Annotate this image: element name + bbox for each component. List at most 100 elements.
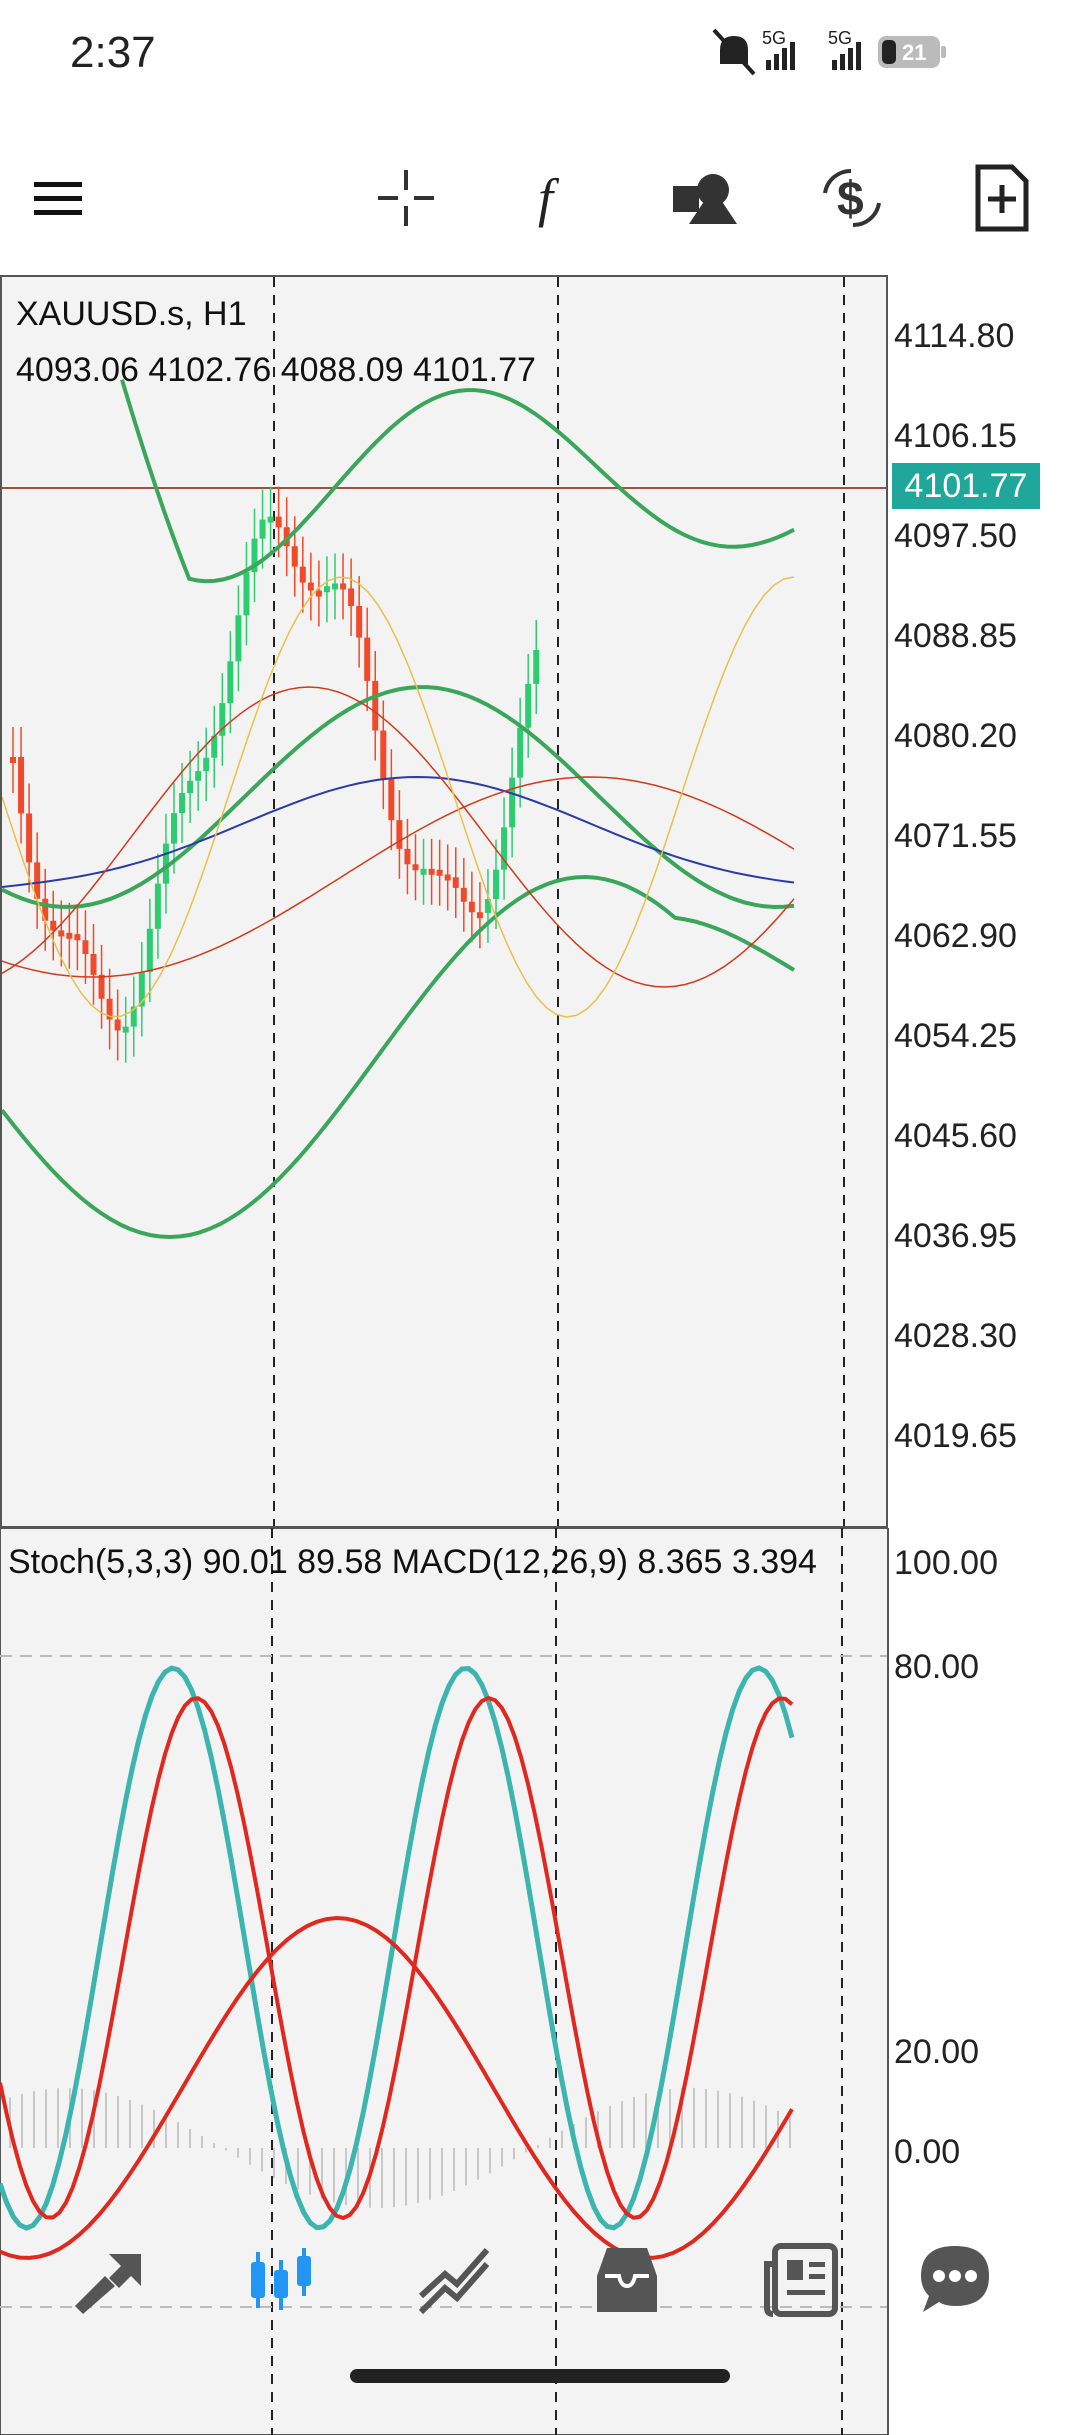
stoch-signal-line bbox=[0, 1695, 794, 2221]
candle-body bbox=[484, 899, 491, 913]
candle-body bbox=[66, 932, 73, 939]
currency-exchange-icon: $ bbox=[823, 168, 881, 228]
candle-body bbox=[340, 583, 347, 590]
objects-button[interactable] bbox=[664, 158, 744, 238]
battery-level: 21 bbox=[902, 40, 926, 65]
candle-body bbox=[219, 703, 226, 736]
candle-body bbox=[34, 862, 41, 899]
candle-body bbox=[195, 771, 202, 781]
candle-body bbox=[372, 680, 379, 731]
status-bar: 2:37 5G 5G 21 bbox=[0, 0, 1080, 100]
candle-body bbox=[420, 868, 427, 875]
candle-body bbox=[171, 813, 177, 844]
stoch-main-line bbox=[0, 1665, 795, 2231]
candle-body bbox=[493, 869, 499, 900]
candle-body bbox=[58, 930, 65, 937]
nav-news[interactable] bbox=[756, 2235, 846, 2325]
new-order-button[interactable] bbox=[962, 158, 1042, 238]
candle-body bbox=[98, 974, 105, 999]
price-label: 4028.30 bbox=[894, 1317, 1017, 1355]
candle-body bbox=[348, 588, 355, 606]
bollinger-middle bbox=[2, 685, 795, 910]
crosshair-button[interactable] bbox=[366, 158, 446, 238]
chart-area[interactable]: XAUUSD.s, H1 4093.06 4102.76 4088.09 410… bbox=[0, 275, 1080, 2435]
candle-body bbox=[179, 793, 186, 814]
messages-icon bbox=[921, 2246, 989, 2312]
candle-body bbox=[187, 780, 194, 794]
candle-body bbox=[299, 566, 306, 583]
price-label: 4045.60 bbox=[894, 1117, 1017, 1155]
indicator-label: Stoch(5,3,3) 90.01 89.58 MACD(12,26,9) 8… bbox=[8, 1543, 817, 1581]
candle-body bbox=[82, 940, 89, 954]
price-label: 4036.95 bbox=[894, 1217, 1017, 1255]
nav-history[interactable] bbox=[582, 2235, 672, 2325]
price-label: 4019.65 bbox=[894, 1417, 1017, 1455]
candle-body bbox=[106, 998, 113, 1020]
signal-icon-a bbox=[766, 42, 795, 70]
candle-body bbox=[436, 869, 443, 876]
candle-body bbox=[356, 605, 363, 638]
svg-text:$: $ bbox=[837, 173, 864, 226]
nav-quotes[interactable] bbox=[64, 2235, 154, 2325]
svg-text:f: f bbox=[538, 168, 560, 228]
history-icon bbox=[597, 2248, 657, 2312]
candle-body bbox=[154, 883, 161, 929]
candle-body bbox=[291, 546, 298, 567]
price-label: 4088.85 bbox=[894, 617, 1017, 655]
status-icons: 5G 5G 21 bbox=[712, 28, 946, 76]
candle-body bbox=[412, 864, 419, 871]
price-chart-panel[interactable]: XAUUSD.s, H1 4093.06 4102.76 4088.09 410… bbox=[0, 275, 888, 1528]
candle-body bbox=[243, 572, 250, 616]
chart-icon bbox=[251, 2248, 311, 2310]
news-icon bbox=[764, 2243, 838, 2317]
candle-body bbox=[388, 779, 395, 821]
currency-button[interactable]: $ bbox=[812, 158, 892, 238]
candle-body bbox=[146, 928, 153, 973]
bollinger-lower bbox=[2, 874, 796, 1240]
bottom-nav bbox=[0, 2215, 1080, 2345]
candle-body bbox=[428, 868, 435, 875]
candle-body bbox=[251, 538, 258, 573]
menu-button[interactable] bbox=[18, 158, 98, 238]
signal-icon-b bbox=[832, 42, 861, 70]
candle-body bbox=[452, 877, 459, 888]
candle-body bbox=[364, 637, 371, 681]
price-axis: 4114.80 4106.15 4097.50 4088.85 4080.20 … bbox=[888, 275, 1080, 1528]
ma-red-fast bbox=[2, 686, 795, 988]
indicator-axis-label: 20.00 bbox=[894, 2033, 979, 2071]
home-indicator[interactable] bbox=[350, 2369, 730, 2383]
nav-trade[interactable] bbox=[410, 2235, 500, 2325]
candle-body bbox=[404, 848, 411, 865]
candle-body bbox=[509, 777, 516, 828]
price-label: 4062.90 bbox=[894, 917, 1017, 955]
ohlc-label: 4093.06 4102.76 4088.09 4101.77 bbox=[16, 351, 536, 389]
network-label-b: 5G bbox=[828, 28, 852, 48]
candle-body bbox=[460, 887, 467, 902]
indicators-button[interactable]: f bbox=[514, 158, 594, 238]
mute-bell-icon bbox=[712, 28, 756, 76]
macd-signal-line bbox=[0, 1915, 794, 2260]
price-label: 4071.55 bbox=[894, 817, 1017, 855]
candle-body bbox=[533, 650, 540, 684]
candle-body bbox=[90, 953, 97, 975]
new-order-icon bbox=[975, 164, 1029, 232]
nav-messages[interactable] bbox=[910, 2235, 1000, 2325]
candle-body bbox=[315, 590, 322, 597]
candle-body bbox=[18, 757, 25, 814]
network-label-a: 5G bbox=[762, 28, 786, 48]
menu-icon bbox=[34, 182, 82, 215]
candle-body bbox=[323, 586, 330, 593]
candle-body bbox=[396, 820, 403, 849]
candle-body bbox=[259, 519, 266, 539]
price-chart-svg bbox=[2, 277, 886, 1526]
status-time: 2:37 bbox=[70, 28, 156, 77]
candle-body bbox=[162, 843, 169, 884]
nav-chart[interactable] bbox=[236, 2235, 326, 2325]
candle-body bbox=[114, 1019, 121, 1031]
candle-body bbox=[26, 813, 33, 863]
indicator-axis-label: 80.00 bbox=[894, 1648, 979, 1686]
candle-body bbox=[267, 516, 274, 523]
candle-body bbox=[138, 972, 145, 1007]
